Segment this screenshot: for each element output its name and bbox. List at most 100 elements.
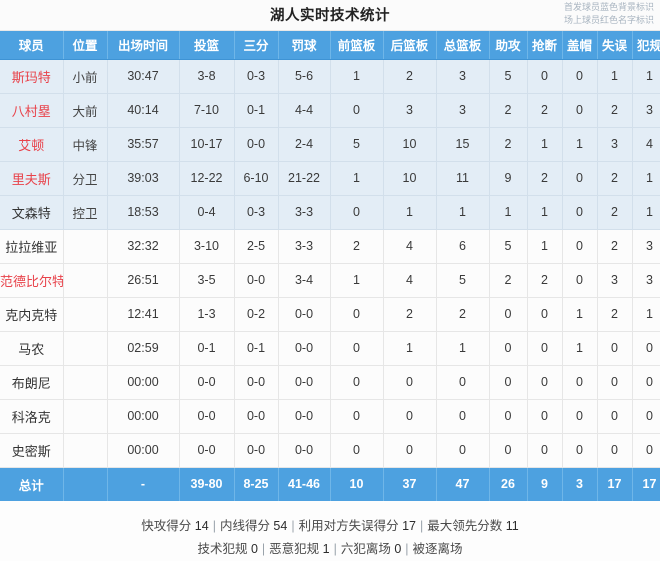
footer-stat-value: 14 [194, 519, 209, 533]
stat-cell-投篮: 7-10 [179, 93, 235, 128]
stat-cell-总篮板: 11 [436, 161, 490, 196]
footer-separator: | [212, 519, 216, 533]
player-position: 分卫 [63, 161, 108, 196]
total-cell-三分: 8-25 [234, 467, 279, 501]
column-header-6[interactable]: 前篮板 [330, 31, 384, 60]
column-header-8[interactable]: 总篮板 [436, 31, 490, 60]
player-name[interactable]: 马农 [0, 331, 64, 366]
stat-cell-抢断: 1 [527, 195, 563, 230]
player-name[interactable]: 史密斯 [0, 433, 64, 468]
stat-cell-抢断: 2 [527, 161, 563, 196]
stat-cell-失误: 1 [597, 59, 633, 94]
player-name[interactable]: 八村塁 [0, 93, 64, 128]
player-position [63, 433, 108, 468]
player-position: 大前 [63, 93, 108, 128]
stat-cell-后篮板: 3 [383, 93, 437, 128]
stat-cell-三分: 6-10 [234, 161, 279, 196]
total-cell-犯规: 17 [632, 467, 660, 501]
stat-cell-总篮板: 1 [436, 195, 490, 230]
stat-cell-总篮板: 1 [436, 331, 490, 366]
stat-cell-后篮板: 0 [383, 433, 437, 468]
column-header-1[interactable]: 位置 [63, 31, 108, 60]
stat-cell-出场时间: 02:59 [107, 331, 180, 366]
legend-note: 首发球员蓝色背景标识 场上球员红色名字标识 [564, 1, 654, 27]
page-title: 湖人实时技术统计 [270, 8, 390, 24]
stat-cell-盖帽: 0 [562, 59, 598, 94]
column-header-12[interactable]: 失误 [597, 31, 633, 60]
stat-cell-罚球: 0-0 [278, 331, 331, 366]
column-header-5[interactable]: 罚球 [278, 31, 331, 60]
footer-separator: | [333, 542, 337, 556]
stat-cell-抢断: 0 [527, 297, 563, 332]
stat-cell-出场时间: 00:00 [107, 433, 180, 468]
stat-cell-抢断: 2 [527, 93, 563, 128]
player-position [63, 365, 108, 400]
stat-cell-出场时间: 00:00 [107, 399, 180, 434]
stat-cell-三分: 0-0 [234, 365, 279, 400]
player-name[interactable]: 文森特 [0, 195, 64, 230]
player-name[interactable]: 拉拉维亚 [0, 229, 64, 264]
team-summary-footer: 快攻得分 14 | 内线得分 54 | 利用对方失误得分 17 | 最大领先分数 11 技术… [0, 501, 660, 561]
total-cell-助攻: 26 [489, 467, 528, 501]
column-header-2[interactable]: 出场时间 [107, 31, 180, 60]
stat-cell-盖帽: 0 [562, 365, 598, 400]
stat-cell-后篮板: 2 [383, 297, 437, 332]
column-header-0[interactable]: 球员 [0, 31, 64, 60]
column-header-13[interactable]: 犯规 [632, 31, 660, 60]
stat-cell-总篮板: 6 [436, 229, 490, 264]
stat-cell-三分: 0-1 [234, 93, 279, 128]
stat-cell-后篮板: 0 [383, 365, 437, 400]
player-name[interactable]: 科洛克 [0, 399, 64, 434]
player-name[interactable]: 克内克特 [0, 297, 64, 332]
footer-stat-label: 恶意犯规 [269, 542, 323, 556]
column-header-9[interactable]: 助攻 [489, 31, 528, 60]
player-name[interactable]: 斯玛特 [0, 59, 64, 94]
stat-cell-盖帽: 1 [562, 297, 598, 332]
stat-cell-后篮板: 4 [383, 229, 437, 264]
stat-cell-三分: 0-3 [234, 59, 279, 94]
stat-cell-抢断: 0 [527, 59, 563, 94]
stat-cell-投篮: 0-0 [179, 399, 235, 434]
stat-cell-罚球: 0-0 [278, 433, 331, 468]
stat-cell-盖帽: 0 [562, 433, 598, 468]
stat-cell-后篮板: 2 [383, 59, 437, 94]
total-cell-位置 [63, 467, 108, 501]
total-cell-盖帽: 3 [562, 467, 598, 501]
stat-cell-总篮板: 0 [436, 399, 490, 434]
stat-cell-后篮板: 10 [383, 161, 437, 196]
player-name[interactable]: 艾顿 [0, 127, 64, 162]
stat-cell-失误: 2 [597, 161, 633, 196]
player-name[interactable]: 范德比尔特 [0, 263, 64, 298]
column-header-10[interactable]: 抢断 [527, 31, 563, 60]
column-header-11[interactable]: 盖帽 [562, 31, 598, 60]
stat-cell-罚球: 0-0 [278, 399, 331, 434]
stat-cell-犯规: 1 [632, 297, 660, 332]
stat-cell-失误: 0 [597, 433, 633, 468]
stat-cell-助攻: 2 [489, 93, 528, 128]
player-name[interactable]: 里夫斯 [0, 161, 64, 196]
stat-cell-抢断: 1 [527, 229, 563, 264]
column-header-4[interactable]: 三分 [234, 31, 279, 60]
column-header-7[interactable]: 后篮板 [383, 31, 437, 60]
column-header-3[interactable]: 投篮 [179, 31, 235, 60]
stat-cell-助攻: 5 [489, 59, 528, 94]
stat-cell-犯规: 1 [632, 59, 660, 94]
player-name[interactable]: 布朗尼 [0, 365, 64, 400]
stat-cell-犯规: 0 [632, 399, 660, 434]
stat-cell-总篮板: 15 [436, 127, 490, 162]
player-position [63, 263, 108, 298]
